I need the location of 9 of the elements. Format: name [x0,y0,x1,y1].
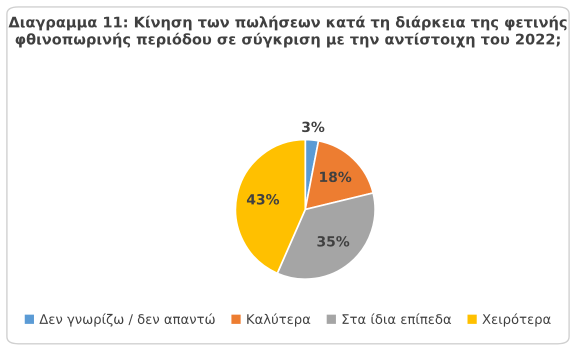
data-label: 35% [317,236,350,247]
data-label: 3% [302,122,324,132]
legend-label: Δεν γνωρίζω / δεν απαντώ [39,313,215,327]
data-label: 43% [246,194,280,205]
chart-title: Διαγραμμα 11: Κίνηση των πωλήσεων κατά τη διάρκεια της φετινής φθινοπωρινής περιόδου σε σύγκριση με την αντίστοιχη του 2022; [8,16,567,48]
legend-label: Χειρότερα [482,313,551,327]
data-label: 18% [320,172,352,182]
legend-label: Στα ίδια επίπεδα [342,313,452,324]
legend-label: Καλύτερα [247,313,310,327]
